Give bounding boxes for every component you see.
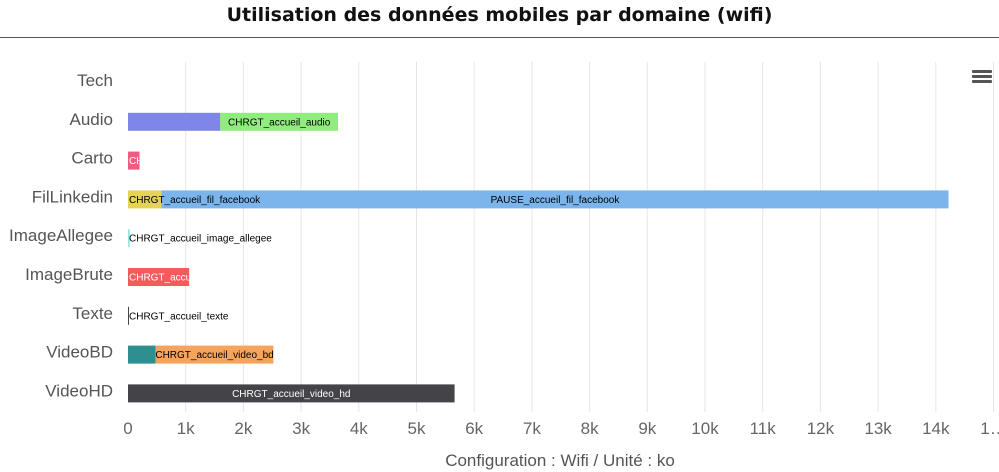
x-tick-label: 3k bbox=[292, 419, 310, 438]
category-label: ImageAllegee bbox=[9, 226, 113, 245]
category-label: VideoBD bbox=[46, 343, 113, 362]
x-tick-label: 12k bbox=[807, 419, 835, 438]
bar-segment[interactable] bbox=[128, 190, 162, 209]
category-labels: Tech Audio Carto FilLinkedin ImageAllegee Ima… bbox=[9, 71, 113, 400]
x-tick-label: 13k bbox=[864, 419, 892, 438]
segment-label: CHRGT_accueil_texte bbox=[129, 311, 229, 322]
x-tick-label: 0 bbox=[123, 419, 132, 438]
bar-segment[interactable] bbox=[128, 345, 156, 364]
x-tick-label: 9k bbox=[638, 419, 656, 438]
category-label: VideoHD bbox=[45, 381, 113, 400]
category-label: Tech bbox=[77, 71, 113, 90]
title-divider bbox=[0, 37, 999, 38]
x-tick-label: 1… bbox=[980, 419, 999, 438]
segment-label: CHRGT_accueil_video_hd bbox=[232, 389, 350, 400]
category-label: Texte bbox=[72, 304, 113, 323]
bar-segment[interactable] bbox=[128, 384, 455, 403]
segment-label: PAUSE_accueil_fil_facebook bbox=[491, 195, 621, 206]
category-label: Carto bbox=[71, 149, 113, 168]
hamburger-menu-icon[interactable] bbox=[972, 70, 992, 86]
category-label: ImageBrute bbox=[25, 265, 113, 284]
bar-segment[interactable] bbox=[128, 229, 130, 248]
bar-segment[interactable] bbox=[128, 151, 140, 170]
segment-label: CHRGT_accueil_audio bbox=[228, 117, 331, 128]
x-tick-labels: 0 1k 2k 3k 4k 5k 6k 7k 8k 9k 10k 11k 12k 13k 14k 1… bbox=[123, 419, 999, 438]
bar-segment[interactable] bbox=[128, 112, 221, 131]
x-axis-title: Configuration : Wifi / Unité : ko bbox=[445, 451, 675, 470]
segment-labels: CHRGT_accueil_audio CH CHRGT_accueil_fil_f… bbox=[129, 117, 620, 400]
bar-segment[interactable] bbox=[161, 190, 949, 209]
x-tick-label: 7k bbox=[523, 419, 541, 438]
x-tick-label: 1k bbox=[177, 419, 195, 438]
segment-label: CHRGT_accueil_fil_facebook bbox=[129, 195, 261, 206]
segment-label: CH bbox=[129, 156, 143, 167]
x-tick-label: 6k bbox=[465, 419, 483, 438]
x-tick-label: 4k bbox=[350, 419, 368, 438]
bar-segment[interactable] bbox=[220, 112, 339, 131]
category-label: FilLinkedin bbox=[32, 187, 113, 206]
segment-label: CHRGT_accu bbox=[129, 273, 191, 284]
x-tick-label: 11k bbox=[750, 419, 777, 438]
chart-title: Utilisation des données mobiles par doma… bbox=[226, 4, 773, 26]
bar-segment[interactable] bbox=[128, 268, 190, 286]
x-tick-label: 8k bbox=[581, 419, 599, 438]
bars bbox=[128, 112, 949, 403]
segment-label: CHRGT_accueil_image_allegee bbox=[129, 234, 272, 245]
x-tick-label: 2k bbox=[234, 419, 252, 438]
segment-label: CHRGT_accueil_video_bd bbox=[155, 350, 273, 361]
x-tick-label: 10k bbox=[691, 419, 719, 438]
bar-segment[interactable] bbox=[128, 306, 129, 325]
category-label: Audio bbox=[70, 110, 113, 129]
bar-segment[interactable] bbox=[155, 345, 274, 364]
x-tick-label: 14k bbox=[922, 419, 950, 438]
x-tick-label: 5k bbox=[408, 419, 426, 438]
